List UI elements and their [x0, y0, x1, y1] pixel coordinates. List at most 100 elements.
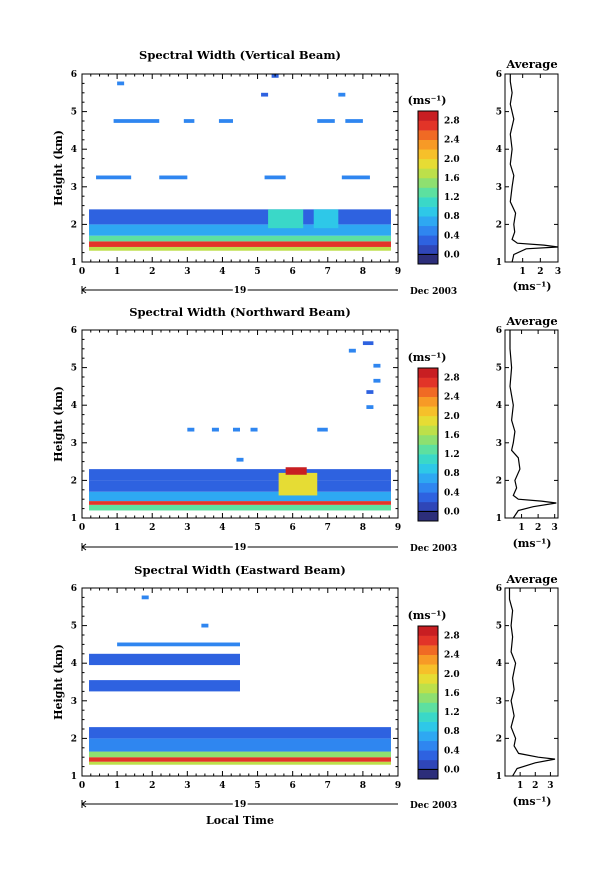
- heatmap-cell: [89, 757, 391, 762]
- x-tick-label: 4: [219, 267, 225, 277]
- y-tick-label: 4: [71, 659, 77, 669]
- colorbar-swatch: [418, 721, 438, 732]
- heatmap-cell: [187, 427, 195, 432]
- avg-x-tick-label: 2: [532, 781, 538, 791]
- average-profile-line: [508, 588, 556, 777]
- colorbar-swatches: [418, 368, 438, 522]
- average-profile: Average 1 2 3 4 5 6 1 2 3 (ms⁻¹): [496, 57, 561, 293]
- colorbar-swatch: [418, 759, 438, 770]
- x-axis-label: Local Time: [206, 814, 274, 827]
- heatmap-cell: [338, 92, 346, 97]
- colorbar: (ms⁻¹) 0.0 0.4 0.8 1.2 1.6 2.0 2.4 2.8: [408, 94, 460, 265]
- y-tick-label: 2: [71, 734, 77, 744]
- heatmap-cell: [250, 427, 258, 432]
- colorbar-swatch: [418, 197, 438, 207]
- colorbar-swatch: [418, 206, 438, 217]
- heatmap-cell: [261, 92, 269, 97]
- colorbar-swatch: [418, 111, 438, 121]
- colorbar-swatch: [418, 415, 438, 426]
- colorbar-swatch: [418, 444, 438, 455]
- colorbar-frame: [417, 110, 439, 265]
- colorbar-tick-label: 0.8: [444, 212, 460, 222]
- colorbar-swatch: [418, 177, 438, 188]
- heatmap-cell: [285, 467, 307, 475]
- heatmap-cell: [211, 427, 219, 432]
- colorbar-swatch: [418, 149, 438, 160]
- colorbar-swatch: [418, 454, 438, 464]
- x-tick-label: 8: [360, 267, 366, 277]
- colorbar-tick-label: 0.4: [444, 488, 460, 498]
- y-tick-label: 3: [71, 439, 77, 449]
- heatmap-cell: [317, 119, 335, 123]
- colorbar-tick-label: 1.2: [444, 450, 460, 460]
- colorbar-tick-label: 1.6: [444, 431, 460, 441]
- average-xlabel: (ms⁻¹): [513, 280, 552, 293]
- colorbar-unit: (ms⁻¹): [408, 351, 447, 364]
- colorbar-tick-label: 0.8: [444, 727, 460, 737]
- colorbar-tick-label: 2.0: [444, 155, 460, 165]
- x-tick-label: 6: [290, 523, 296, 533]
- colorbar-swatch: [418, 368, 438, 378]
- x-tick-label: 1: [114, 267, 120, 277]
- heatmap-cell: [89, 727, 391, 739]
- avg-y-tick-label: 5: [496, 364, 502, 374]
- average-frame: [504, 587, 559, 777]
- avg-y-tick-label: 4: [496, 659, 502, 669]
- avg-x-tick-label: 3: [555, 267, 561, 277]
- x-tick-label: 6: [290, 781, 296, 791]
- colorbar-tick-label: 0.0: [444, 250, 460, 260]
- heatmap-cell: [373, 363, 381, 368]
- colorbar-swatches: [418, 626, 438, 780]
- date-arrow-icon: [81, 543, 87, 551]
- y-tick-label: 6: [71, 584, 77, 594]
- heatmap-cell: [362, 341, 374, 346]
- average-frame: [504, 329, 559, 519]
- colorbar-tick-label: 2.8: [444, 632, 460, 642]
- y-axis-label: Height (km): [52, 644, 65, 720]
- colorbar-tick-label: 0.8: [444, 469, 460, 479]
- colorbar-tick-label: 2.4: [444, 136, 460, 146]
- colorbar-swatch: [418, 425, 438, 436]
- y-tick-label: 2: [71, 476, 77, 486]
- date-day: 19: [234, 800, 247, 810]
- x-tick-label: 7: [325, 267, 331, 277]
- heatmap-cell: [264, 175, 286, 180]
- average-profile-line: [509, 330, 557, 519]
- heatmap-cell: [348, 348, 356, 353]
- heatmap-cell: [89, 491, 391, 502]
- date-day: 19: [234, 543, 247, 553]
- colorbar-tick-label: 1.6: [444, 174, 460, 184]
- date-label: Dec 2003: [410, 544, 457, 554]
- y-tick-label: 2: [71, 220, 77, 230]
- avg-x-tick-label: 2: [535, 523, 541, 533]
- avg-y-tick-label: 2: [496, 220, 502, 230]
- avg-y-tick-label: 4: [496, 145, 502, 155]
- x-tick-label: 1: [114, 781, 120, 791]
- panel-title: Spectral Width (Northward Beam): [129, 305, 351, 319]
- heatmap-cell: [373, 378, 381, 383]
- date-arrow-icon: [81, 286, 87, 294]
- colorbar-swatch: [418, 120, 438, 131]
- heatmap-cell: [89, 469, 391, 481]
- y-tick-label: 1: [71, 514, 77, 524]
- date-label: Dec 2003: [410, 287, 457, 297]
- x-tick-label: 4: [219, 781, 225, 791]
- colorbar-unit: (ms⁻¹): [408, 609, 447, 622]
- avg-y-tick-label: 1: [496, 514, 502, 524]
- avg-x-tick-label: 3: [552, 523, 558, 533]
- colorbar-tick-label: 2.4: [444, 393, 460, 403]
- y-axis-label: Height (km): [52, 386, 65, 462]
- colorbar-tick-label: 1.2: [444, 193, 460, 203]
- heatmap-cell: [113, 119, 160, 123]
- colorbar-swatch: [418, 769, 438, 780]
- colorbar-swatch: [418, 463, 438, 474]
- heatmap-cell: [89, 246, 391, 251]
- avg-y-tick-label: 3: [496, 439, 502, 449]
- avg-y-tick-label: 4: [496, 401, 502, 411]
- avg-y-tick-label: 3: [496, 697, 502, 707]
